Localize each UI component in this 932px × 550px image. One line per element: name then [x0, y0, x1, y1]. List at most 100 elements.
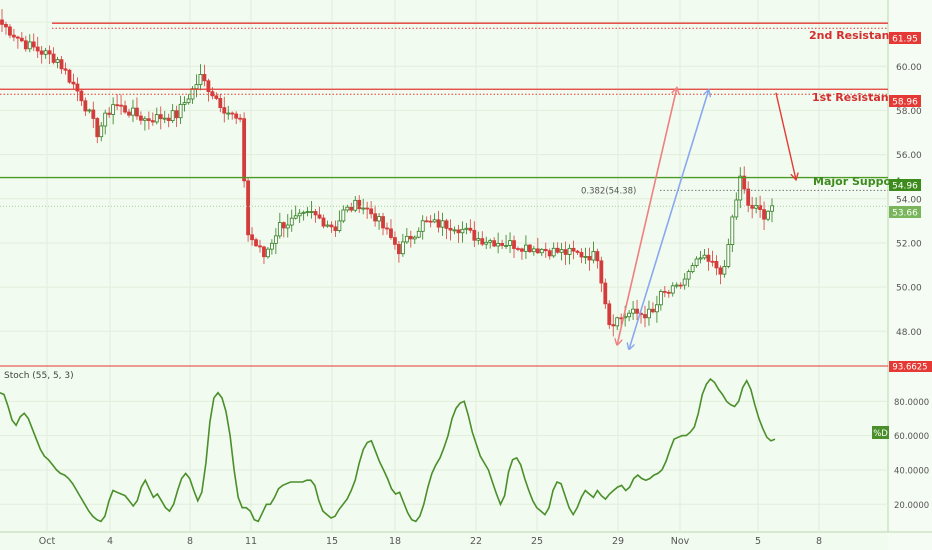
- candle: [448, 219, 453, 241]
- major-support-label: Major Support: [813, 175, 902, 188]
- candle: [55, 56, 60, 69]
- candle: [393, 231, 397, 250]
- candle: [547, 248, 552, 260]
- candle: [436, 210, 441, 233]
- candle: [150, 112, 155, 126]
- candle: [31, 33, 36, 52]
- candle: [400, 233, 405, 257]
- candle: [250, 227, 254, 246]
- candle: [428, 215, 433, 228]
- projection-arrow: [629, 91, 708, 349]
- candle: [103, 109, 108, 135]
- time-tick-label: Nov: [671, 536, 690, 547]
- stoch-top-tag: [889, 361, 932, 372]
- candle: [742, 166, 747, 194]
- candle: [365, 201, 370, 219]
- candle: [297, 209, 302, 224]
- projection-arrow: [775, 92, 796, 179]
- last-price-tag: [889, 206, 921, 218]
- stoch-d-line: [0, 377, 776, 523]
- stoch-tick-label: 40.0000: [894, 466, 929, 476]
- candle: [234, 111, 239, 125]
- time-tick-label: 25: [531, 536, 543, 547]
- candle: [111, 97, 116, 125]
- candle: [520, 247, 524, 260]
- candle: [500, 239, 505, 249]
- candle: [59, 56, 64, 74]
- candle: [722, 260, 727, 278]
- candle: [182, 96, 187, 112]
- first-resistance-value: 58.96: [892, 98, 918, 108]
- candle: [476, 231, 481, 245]
- candle: [484, 236, 489, 250]
- candle: [408, 230, 413, 248]
- candle: [575, 249, 580, 255]
- candle: [226, 105, 231, 120]
- candle: [99, 122, 104, 142]
- candle: [321, 214, 326, 229]
- candle: [87, 108, 92, 114]
- candle: [527, 243, 532, 253]
- time-tick-label: 15: [326, 536, 338, 547]
- time-tick-label: 22: [470, 536, 482, 547]
- candle: [123, 100, 127, 114]
- candle: [603, 278, 608, 309]
- candle: [551, 242, 556, 258]
- price-axis-labels: 60.00 58.00 56.00 54.00 52.00 50.00 48.00: [896, 63, 922, 338]
- candle: [464, 223, 469, 235]
- candle: [718, 265, 723, 285]
- candle: [456, 224, 461, 243]
- candle: [508, 232, 512, 253]
- time-axis-labels: Oct 4 8 11 15 18 22 25 29 Nov 5 8: [39, 536, 822, 547]
- candle: [480, 231, 485, 247]
- candle: [262, 245, 266, 265]
- candle: [432, 213, 437, 224]
- second-resistance-value: 61.95: [892, 35, 918, 45]
- candle: [254, 237, 258, 247]
- price-tick-label: 48.00: [896, 328, 922, 338]
- candle: [91, 101, 96, 129]
- level-price-tags: 61.95 58.96 54.96 53.66 93.6625: [889, 32, 932, 373]
- candle: [345, 204, 350, 213]
- candle: [746, 181, 751, 213]
- time-tick-label: 11: [245, 536, 257, 547]
- candle: [166, 113, 171, 128]
- candle: [170, 103, 175, 123]
- candle: [258, 239, 262, 253]
- stoch-tick-label: 20.0000: [894, 501, 929, 511]
- candle: [289, 209, 294, 232]
- candle: [539, 248, 544, 257]
- candle: [377, 212, 381, 230]
- candle: [135, 97, 139, 120]
- candle: [281, 221, 286, 238]
- candle: [277, 212, 282, 239]
- candle: [142, 116, 147, 131]
- candle: [266, 247, 270, 259]
- candle: [420, 215, 425, 240]
- candle: [238, 114, 243, 123]
- candle: [329, 221, 334, 233]
- candle: [583, 247, 588, 264]
- candle: [599, 256, 604, 293]
- candle: [730, 214, 735, 252]
- candle: [381, 212, 385, 236]
- candle: [162, 111, 167, 124]
- candle: [353, 195, 358, 213]
- candle: [750, 196, 755, 219]
- candle: [468, 219, 473, 234]
- candle: [440, 212, 445, 236]
- candle: [4, 21, 8, 35]
- major-support-value: 54.96: [892, 182, 918, 192]
- candle: [726, 238, 731, 269]
- candle: [301, 210, 306, 221]
- candle: [325, 220, 330, 228]
- candle: [770, 198, 774, 223]
- candle: [397, 241, 401, 263]
- stoch-top-value: 93.6625: [892, 363, 927, 373]
- candle: [754, 197, 759, 214]
- candle: [39, 45, 44, 64]
- stoch-series-tag: [872, 426, 889, 439]
- candle: [460, 221, 465, 243]
- candle: [555, 242, 560, 254]
